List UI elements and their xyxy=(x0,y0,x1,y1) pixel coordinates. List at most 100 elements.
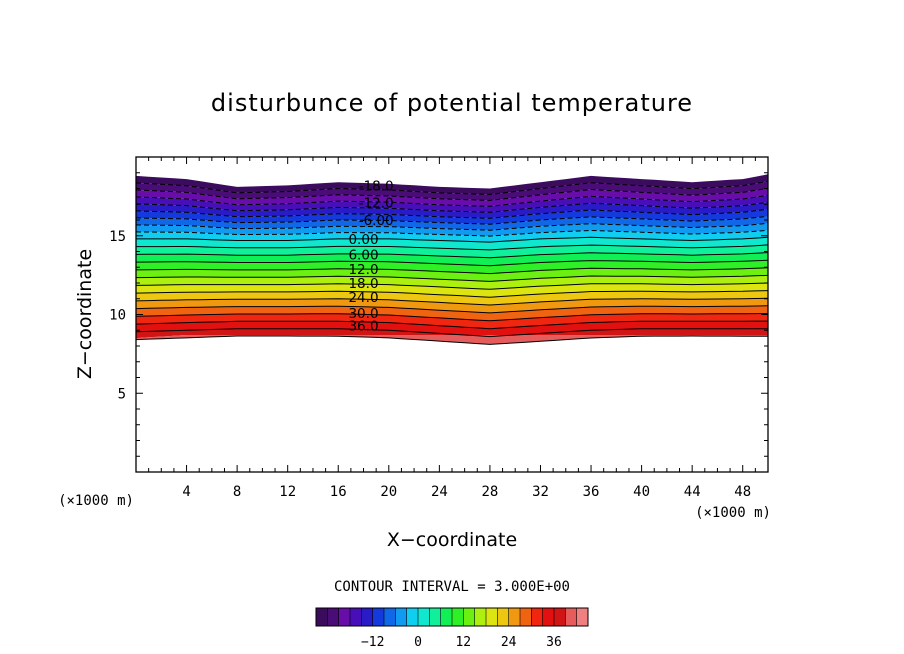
contour-line xyxy=(136,215,768,225)
colorbar-swatch xyxy=(316,608,328,626)
contour-line xyxy=(136,222,768,231)
contour-line xyxy=(136,274,768,282)
colorbar-swatch xyxy=(350,608,362,626)
x-tick-label: 48 xyxy=(734,484,751,500)
contour-line xyxy=(136,335,768,345)
contour-band xyxy=(136,188,768,207)
colorbar-tick-label: 12 xyxy=(455,635,471,650)
x-tick-label: 44 xyxy=(684,484,701,500)
contour-line xyxy=(136,252,768,259)
colorbar-swatch xyxy=(338,608,351,626)
contour-band xyxy=(136,275,768,290)
contour-label: -18.0 xyxy=(359,178,394,194)
colorbar-swatch xyxy=(440,608,453,626)
x-tick-label: 28 xyxy=(481,484,498,500)
x-tick-label: 16 xyxy=(330,484,347,500)
colorbar-swatch xyxy=(372,608,385,626)
contour-band xyxy=(136,195,768,213)
contour-line xyxy=(136,282,768,290)
colorbar-tick-label: −12 xyxy=(361,635,384,650)
contour-band xyxy=(136,223,768,237)
contour-band xyxy=(136,209,768,225)
contour-line-layer xyxy=(136,180,768,345)
x-tick-label: 40 xyxy=(633,484,650,500)
contour-label: 12.0 xyxy=(348,262,378,278)
contour-label: -6.00 xyxy=(359,213,394,229)
colorbar-swatch xyxy=(384,608,396,626)
colorbar-swatch xyxy=(565,608,578,626)
contour-label: 0.00 xyxy=(348,232,378,248)
contour-band xyxy=(136,260,768,274)
y-tick-label: 5 xyxy=(118,386,126,402)
contour-line xyxy=(136,236,768,243)
contour-band xyxy=(136,313,768,329)
y-tick-label: 15 xyxy=(109,229,126,245)
colorbar-tick-label: 0 xyxy=(414,635,422,650)
colorbar-swatch xyxy=(327,608,340,626)
chart-title: disturbunce of potential temperature xyxy=(211,89,693,117)
colorbar-swatch xyxy=(576,608,589,626)
x-tick-labels: 4 8 12 16 20 24 28 32 36 40 44 48 xyxy=(182,484,751,500)
colorbar-swatch xyxy=(497,608,510,626)
contour-line xyxy=(136,328,768,338)
contour-band xyxy=(136,202,768,219)
contour-line xyxy=(136,244,768,251)
contour-line xyxy=(136,313,768,322)
contour-band xyxy=(136,298,768,313)
x-tick-label: 12 xyxy=(279,484,296,500)
contour-line xyxy=(136,187,768,201)
colorbar-frame xyxy=(315,607,589,627)
contour-band xyxy=(136,181,768,201)
y-axis-unit: (×1000 m) xyxy=(58,493,134,509)
contour-fill-layer xyxy=(136,174,768,345)
contour-line xyxy=(136,201,768,213)
contour-line xyxy=(136,290,768,298)
contour-band xyxy=(136,283,768,298)
contour-label: -12.0 xyxy=(359,196,394,212)
contour-band xyxy=(136,230,768,243)
x-tick-label: 4 xyxy=(182,484,190,500)
contour-line xyxy=(136,267,768,275)
colorbar-swatch xyxy=(474,608,487,626)
contour-band xyxy=(136,252,768,266)
contour-label: 36.0 xyxy=(348,319,378,335)
colorbar-swatch xyxy=(486,608,498,626)
contour-label-layer: -18.0 -12.0-6.00 0.006.0012.018.024.030.03… xyxy=(348,178,393,334)
y-axis-label: Z−coordinate xyxy=(74,249,96,379)
contour-line xyxy=(136,297,768,306)
y-tick-label: 10 xyxy=(109,308,126,324)
contour-band xyxy=(136,321,768,335)
contour-interval-text: CONTOUR INTERVAL = 3.000E+00 xyxy=(334,579,570,595)
colorbar-swatch xyxy=(406,608,419,626)
colorbar-swatch xyxy=(429,608,442,626)
contour-line xyxy=(136,229,768,237)
x-axis-unit: (×1000 m) xyxy=(695,505,771,521)
contour-band xyxy=(136,267,768,282)
contour-band xyxy=(136,174,768,195)
contour-label: 24.0 xyxy=(348,290,378,306)
contour-line xyxy=(136,180,768,195)
colorbar-swatch xyxy=(520,608,532,626)
colorbar-swatch xyxy=(452,608,464,626)
contour-band xyxy=(136,305,768,321)
colorbar-swatch xyxy=(542,608,555,626)
x-tick-label: 24 xyxy=(431,484,448,500)
x-tick-label: 36 xyxy=(583,484,600,500)
colorbar-swatch xyxy=(554,608,566,626)
contour-line xyxy=(136,208,768,219)
x-tick-label: 8 xyxy=(233,484,241,500)
contour-label: 30.0 xyxy=(348,306,378,322)
x-axis-label: X−coordinate xyxy=(387,529,517,551)
colorbar xyxy=(315,608,589,626)
axis-ticks xyxy=(136,157,768,472)
contour-line xyxy=(136,320,768,330)
contour-line xyxy=(136,305,768,314)
colorbar-swatch xyxy=(418,608,430,626)
colorbar-tick-label: 24 xyxy=(501,635,517,650)
contour-line xyxy=(136,259,768,267)
contour-band xyxy=(136,335,768,345)
colorbar-swatch xyxy=(508,608,521,626)
x-tick-label: 32 xyxy=(532,484,549,500)
colorbar-swatch xyxy=(361,608,374,626)
